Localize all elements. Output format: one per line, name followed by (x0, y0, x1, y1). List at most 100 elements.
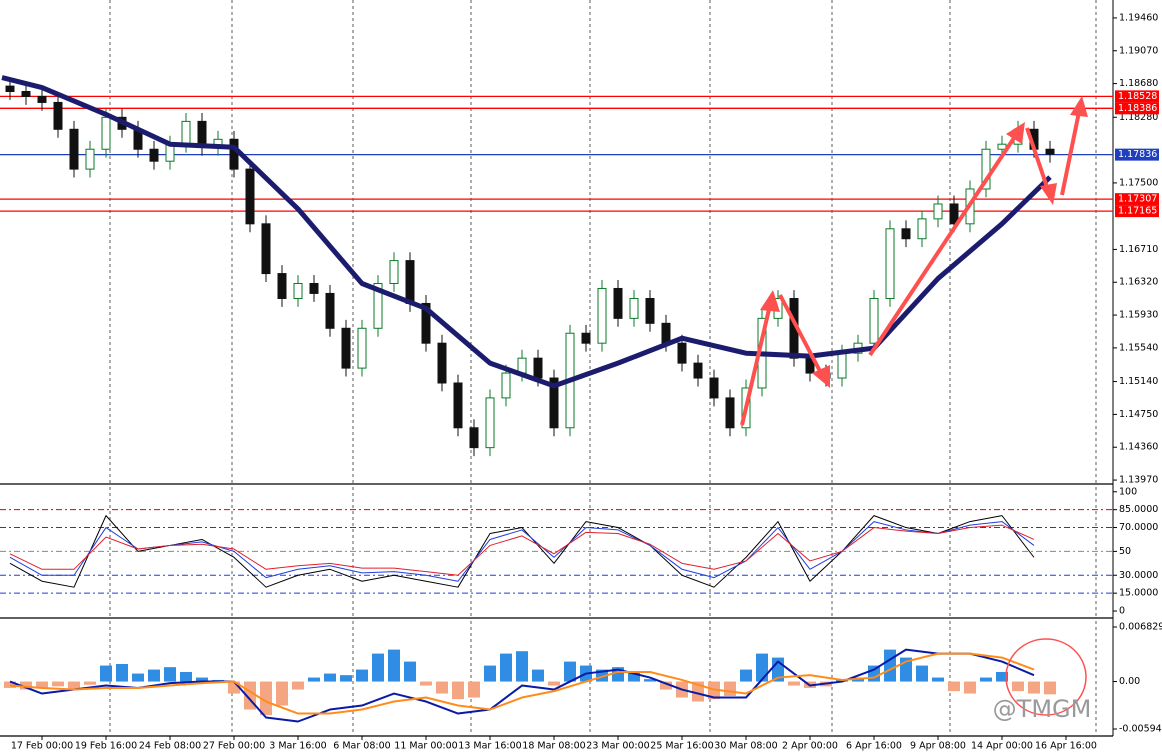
histogram-bar (116, 663, 128, 682)
histogram-bar (84, 681, 96, 685)
histogram-bar (484, 665, 496, 682)
histogram-bar (420, 681, 432, 686)
arrow (778, 294, 824, 376)
candle-body (149, 148, 159, 162)
candle-body (533, 357, 543, 379)
price-label-box (1115, 205, 1159, 218)
y-tick-label: 30.0000 (1119, 570, 1158, 581)
histogram-bar (436, 681, 448, 694)
arrowhead (1070, 96, 1088, 117)
candle-body (69, 128, 79, 170)
y-tick-label: -0.0059400 (1119, 724, 1162, 735)
x-tick-label: 16 Apr 16:00 (1035, 741, 1097, 752)
price-label: 1.17165 (1118, 206, 1157, 217)
arrowhead (1040, 183, 1057, 205)
histogram-bar (228, 681, 240, 694)
x-tick-label: 9 Apr 08:00 (910, 741, 966, 752)
histogram-bar (1044, 681, 1056, 695)
x-tick-label: 18 Mar 08:00 (522, 741, 585, 752)
candle-body (485, 397, 495, 449)
candle-body (709, 377, 719, 399)
x-tick-label: 19 Feb 16:00 (75, 741, 137, 752)
candle-body (357, 327, 367, 369)
price-label: 1.17307 (1118, 194, 1157, 205)
candle-body (549, 377, 559, 429)
arrowhead (760, 290, 780, 312)
histogram-bar (52, 681, 64, 687)
histogram-bar (596, 669, 608, 682)
x-tick-label: 24 Feb 08:00 (139, 741, 201, 752)
indicator-line (9, 652, 1035, 715)
price-label: 1.17836 (1118, 149, 1157, 160)
y-tick-label: 85.0000 (1119, 504, 1158, 515)
price-label-box (1115, 90, 1159, 103)
histogram-bar (100, 665, 112, 682)
candle-body (837, 352, 847, 379)
x-tick-label: 3 Mar 16:00 (269, 741, 326, 752)
candle-body (373, 283, 383, 329)
y-tick-label: 1.19070 (1119, 45, 1158, 56)
arrow (1060, 111, 1081, 196)
x-tick-label: 13 Mar 16:00 (458, 741, 521, 752)
candle-body (245, 168, 255, 225)
histogram-bar (516, 651, 528, 682)
candle-body (405, 260, 415, 304)
histogram-bar (644, 679, 656, 682)
candle-body (981, 148, 991, 190)
histogram-bar (884, 649, 896, 682)
histogram-bar (292, 681, 304, 690)
y-tick-label: 50 (1119, 546, 1131, 557)
candle-body (277, 273, 287, 299)
x-tick-label: 14 Apr 00:00 (971, 741, 1033, 752)
candle-body (21, 90, 31, 97)
x-tick-label: 6 Mar 08:00 (333, 741, 390, 752)
candle-body (181, 120, 191, 145)
candle-body (501, 372, 511, 399)
histogram-bar (180, 671, 192, 682)
candle-body (325, 292, 335, 329)
histogram-bar (740, 669, 752, 682)
histogram-bar (132, 673, 144, 682)
price-label: 1.18386 (1118, 103, 1157, 114)
histogram-bar (164, 667, 176, 682)
y-tick-label: 1.15140 (1119, 376, 1158, 387)
histogram-bar (452, 681, 464, 700)
x-tick-label: 2 Apr 00:00 (782, 741, 838, 752)
candle-body (693, 362, 703, 379)
arrowhead (812, 365, 830, 388)
candle-body (453, 382, 463, 429)
y-tick-label: 1.19460 (1119, 12, 1158, 23)
candle-body (85, 148, 95, 170)
watermark: @TMGM (993, 695, 1092, 723)
arrow (1025, 127, 1050, 191)
histogram-bar (260, 681, 272, 716)
candle-body (725, 397, 735, 429)
histogram-bar (276, 681, 288, 706)
price-label: 1.18528 (1118, 91, 1157, 102)
y-tick-label: 1.18280 (1119, 112, 1158, 123)
x-tick-label: 11 Mar 00:00 (394, 741, 457, 752)
histogram-bar (340, 675, 352, 682)
histogram-bar (932, 677, 944, 682)
y-tick-label: 1.16320 (1119, 277, 1158, 288)
price-label-box (1115, 102, 1159, 115)
candle-body (469, 427, 479, 449)
candle-body (229, 138, 239, 170)
histogram-bar (564, 661, 576, 682)
y-tick-label: 1.17500 (1119, 177, 1158, 188)
candle-body (1045, 148, 1055, 155)
histogram-bar (996, 671, 1008, 682)
histogram-bar (1012, 681, 1024, 692)
candle-body (901, 228, 911, 240)
candle-body (5, 85, 15, 92)
x-tick-label: 6 Apr 16:00 (846, 741, 902, 752)
histogram-bar (468, 681, 480, 698)
candle-body (261, 223, 271, 275)
candle-body (949, 203, 959, 225)
indicator-line (9, 521, 1035, 582)
y-tick-label: 1.15930 (1119, 310, 1158, 321)
histogram-bar (4, 681, 16, 688)
histogram-bar (724, 681, 736, 696)
candle-body (917, 218, 927, 240)
